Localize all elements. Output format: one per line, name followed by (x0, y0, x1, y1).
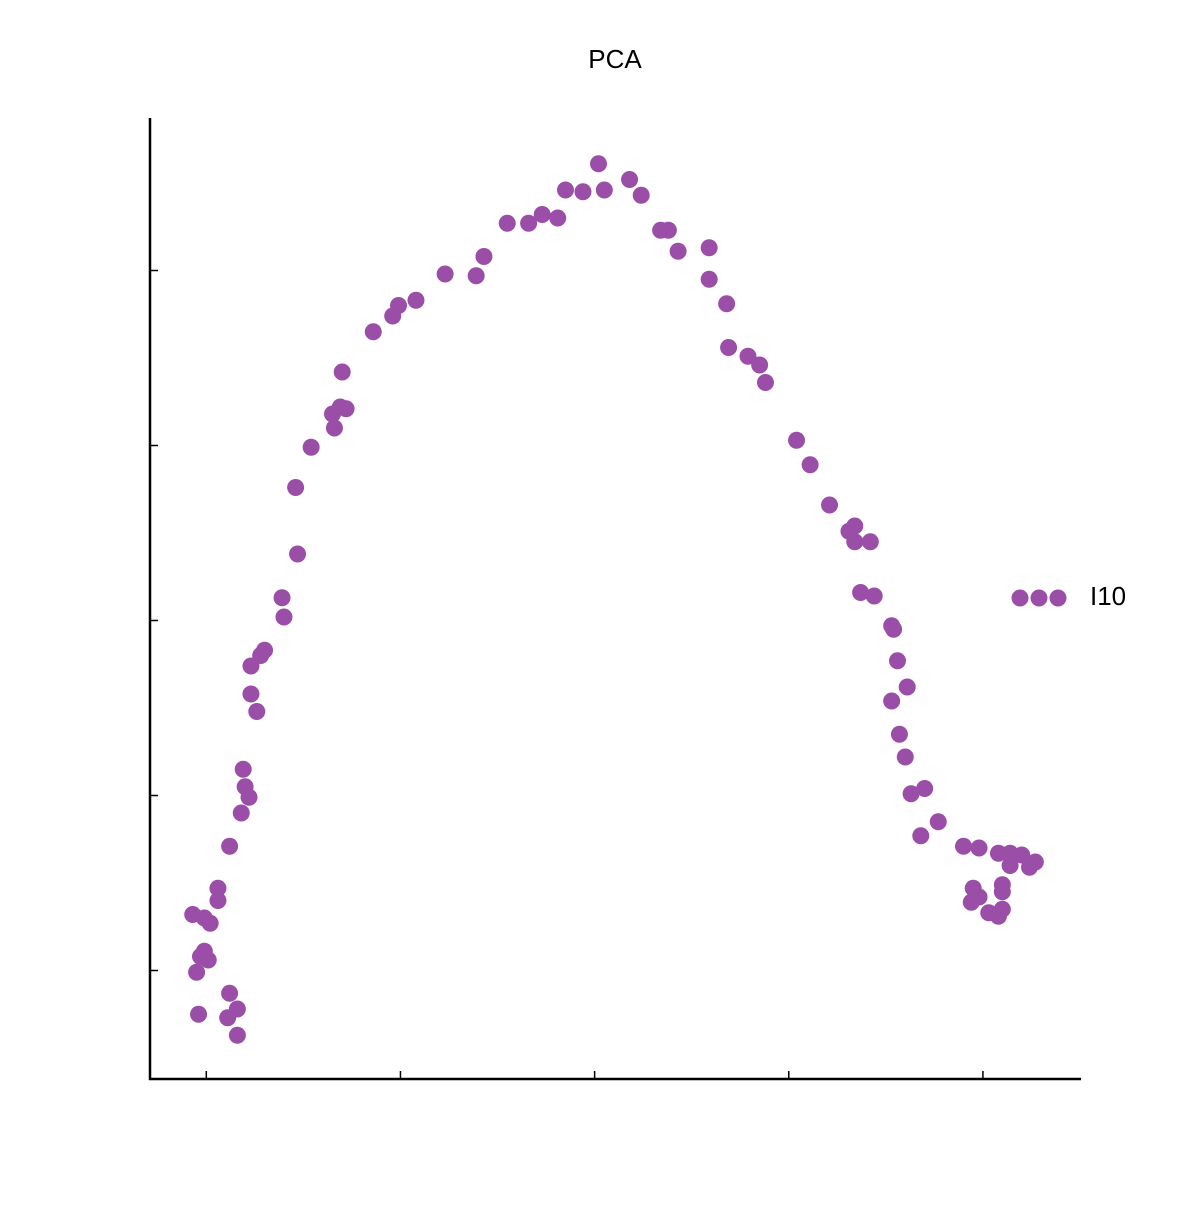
point (962, 893, 980, 911)
point (325, 419, 343, 437)
point (221, 984, 239, 1002)
point (190, 1005, 208, 1023)
point (209, 879, 227, 897)
point (751, 356, 769, 374)
point (475, 248, 493, 265)
point (228, 1000, 246, 1018)
point (621, 171, 639, 188)
point (242, 685, 260, 703)
point (574, 183, 592, 201)
point (549, 209, 567, 227)
point (436, 265, 454, 283)
point (275, 608, 293, 626)
legend-label: I10 (1090, 581, 1126, 611)
point (364, 323, 382, 341)
point (821, 496, 839, 514)
point (287, 479, 305, 496)
point (209, 892, 227, 909)
point (700, 239, 718, 257)
point (865, 587, 883, 605)
point (902, 785, 920, 803)
point (333, 363, 351, 381)
point (989, 907, 1007, 925)
point (861, 533, 879, 551)
point (739, 347, 757, 365)
point (846, 533, 864, 551)
point (852, 584, 870, 601)
chart-title: PCA (588, 44, 642, 74)
point (232, 804, 250, 822)
point (898, 678, 916, 696)
point (801, 456, 819, 474)
point (989, 844, 1007, 862)
point (498, 214, 516, 232)
point (888, 652, 906, 670)
point (188, 963, 206, 981)
point (912, 827, 930, 845)
point (467, 267, 485, 285)
point (788, 431, 806, 449)
point (228, 1026, 246, 1044)
point (273, 589, 291, 607)
point (890, 725, 908, 743)
point (1001, 857, 1019, 874)
point (201, 914, 219, 932)
point (256, 641, 274, 659)
point (533, 206, 551, 223)
point (846, 517, 864, 535)
point (289, 545, 307, 563)
point (556, 181, 574, 199)
point (221, 837, 239, 855)
point (993, 883, 1011, 901)
point (234, 760, 252, 778)
point (1026, 853, 1044, 871)
point (756, 374, 774, 391)
point (700, 270, 718, 288)
point (883, 692, 901, 710)
point (970, 839, 988, 857)
point (929, 813, 947, 831)
point (390, 297, 408, 314)
point (337, 400, 355, 418)
point (199, 951, 217, 969)
point (669, 242, 687, 260)
legend-marker (1049, 589, 1067, 607)
point (659, 221, 677, 239)
point (595, 181, 613, 199)
point (885, 620, 903, 638)
point (1013, 846, 1031, 864)
legend-marker (1030, 589, 1048, 607)
point (520, 214, 538, 232)
point (236, 778, 254, 796)
point (632, 186, 650, 204)
point (302, 438, 320, 456)
point (248, 703, 266, 720)
point (720, 339, 738, 356)
point (916, 780, 934, 797)
point (589, 155, 607, 173)
legend-marker (1011, 589, 1029, 607)
point (407, 291, 425, 309)
point (896, 748, 914, 766)
point (718, 295, 736, 313)
point (955, 837, 973, 855)
